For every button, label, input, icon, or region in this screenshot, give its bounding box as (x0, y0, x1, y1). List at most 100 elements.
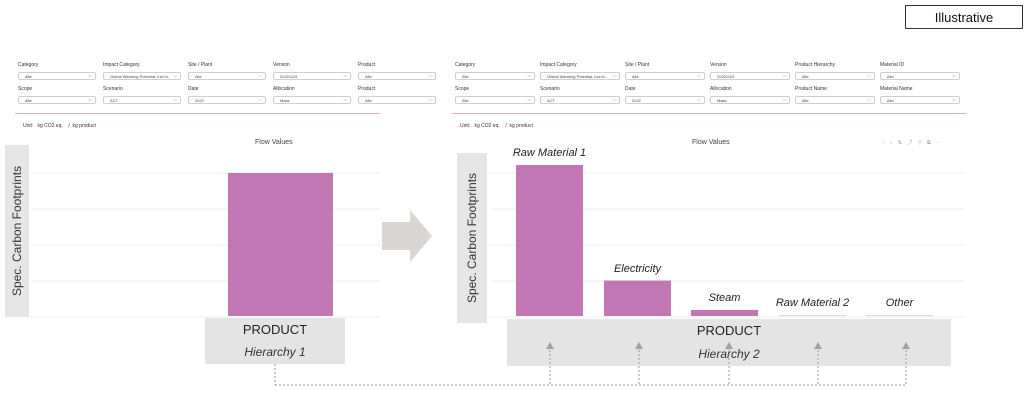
left-filter-dropdown[interactable]: Alle ⌵ (18, 96, 96, 104)
bar-label: Steam (708, 291, 741, 304)
chevron-down-icon: ⌵ (697, 97, 701, 103)
right-filter-value: 20221119 (717, 74, 735, 79)
bar-label: Raw Material 1 (512, 147, 587, 159)
chevron-down-icon: ⌵ (952, 73, 956, 79)
right-filter-dropdown[interactable]: Alle ⌵ (455, 96, 535, 104)
chevron-down-icon: ⌵ (428, 97, 432, 103)
left-filter-label: Product (358, 86, 376, 92)
right-x-axis-box: PRODUCT Hierarchy 2 (507, 319, 951, 366)
left-filter-dropdown[interactable]: Alle ⌵ (358, 96, 436, 104)
bar-raw-material-2[interactable] (779, 315, 846, 316)
right-filter-value: 2022 (632, 98, 641, 103)
right-filter-dropdown[interactable]: Alle ⌵ (880, 72, 960, 80)
right-filter-label: Site / Plant (625, 62, 650, 68)
right-filter-value: Alle (632, 74, 639, 79)
right-filter-label: Version (710, 62, 727, 68)
bar-label: Other (885, 297, 914, 309)
right-filter-dropdown[interactable]: 20221119 ⌵ (710, 72, 790, 80)
left-filter-dropdown[interactable]: Alle ⌵ (358, 72, 436, 80)
right-filter-label: Material ID (880, 62, 905, 68)
right-filter-label: Product Name (795, 86, 827, 92)
right-filter-label: Scope (455, 86, 470, 92)
bar-raw-material-1[interactable] (516, 165, 583, 316)
left-y-axis-label: Spec. Carbon Footprints (5, 145, 29, 317)
right-filter-label: Category (455, 62, 476, 68)
left-filter-value: Alle (365, 74, 372, 79)
right-unit-line: Unit: kg CO2 eq. / kg product (460, 123, 533, 129)
right-filter-dropdown[interactable]: Alle ⌵ (795, 72, 875, 80)
right-unit-prefix: Unit: (460, 123, 471, 129)
transition-arrow-icon (382, 210, 432, 262)
left-filter-value: Alle (365, 98, 372, 103)
left-unit-sep: / (68, 123, 70, 129)
right-filter-value: ACT (547, 98, 555, 103)
chevron-down-icon: ⌵ (867, 73, 871, 79)
left-filter-label: Scenario (103, 86, 123, 92)
chevron-down-icon: ⌵ (697, 73, 701, 79)
bar-label: Raw Material 2 (775, 297, 850, 309)
right-filter-dropdown[interactable]: Alle ⌵ (880, 96, 960, 104)
left-divider (15, 113, 380, 114)
right-filter-value: Alle (802, 98, 809, 103)
right-filter-label: Allocation (710, 86, 732, 92)
chart-toolbar[interactable]: ↑ ↓ ⇅ ⤴ ▽ ⧉ ⋯ (882, 140, 943, 146)
left-filter-dropdown[interactable]: ACT ⌵ (103, 96, 181, 104)
bar-product[interactable] (228, 173, 333, 316)
bar-other[interactable] (866, 315, 933, 316)
right-chart-title: Flow Values (692, 139, 730, 146)
right-filter-dropdown[interactable]: Global Warming Potential, incl bi... ⌵ (540, 72, 620, 80)
left-chart-title: Flow Values (255, 139, 293, 146)
right-bar-chart (490, 165, 965, 318)
left-filter-dropdown[interactable]: 20221119 ⌵ (273, 72, 351, 80)
right-filter-dropdown[interactable]: 2022 ⌵ (625, 96, 705, 104)
bar-label: Electricity (613, 262, 662, 275)
left-filter-label: Impact Category (103, 62, 140, 68)
right-filter-value: Alle (802, 74, 809, 79)
right-y-axis-label: Spec. Carbon Footprints (457, 153, 487, 323)
right-x-title: PRODUCT (696, 323, 762, 338)
right-filter-label: Date (625, 86, 636, 92)
left-filter-value: 2022 (195, 98, 204, 103)
left-filter-dropdown[interactable]: Mass ⌵ (273, 96, 351, 104)
chevron-down-icon: ⌵ (612, 97, 616, 103)
right-filter-dropdown[interactable]: Alle ⌵ (455, 72, 535, 80)
right-filter-value: Global Warming Potential, incl bi... (547, 74, 608, 79)
left-filter-value: ACT (110, 98, 118, 103)
right-filter-label: Scenario (540, 86, 560, 92)
chevron-down-icon: ⌵ (173, 73, 177, 79)
left-x-subtitle: Hierarchy 1 (244, 345, 306, 359)
left-filter-value: Alle (25, 98, 32, 103)
right-x-subtitle: Hierarchy 2 (698, 347, 760, 361)
chevron-down-icon: ⌵ (867, 97, 871, 103)
left-unit-per: kg product (72, 123, 96, 129)
right-filter-value: Alle (887, 98, 894, 103)
chevron-down-icon: ⌵ (612, 73, 616, 79)
right-filter-label: Material Name (880, 86, 913, 92)
left-unit-line: Unit: kg CO2 eq. / kg product (23, 123, 96, 129)
right-filter-dropdown[interactable]: Alle ⌵ (795, 96, 875, 104)
left-filter-label: Product (358, 62, 376, 68)
chevron-down-icon: ⌵ (258, 97, 262, 103)
chevron-down-icon: ⌵ (88, 73, 92, 79)
right-filter-value: Alle (887, 74, 894, 79)
left-filter-dropdown[interactable]: Alle ⌵ (18, 72, 96, 80)
right-filter-dropdown[interactable]: ACT ⌵ (540, 96, 620, 104)
right-unit-value: kg CO2 eq. (474, 123, 500, 129)
left-filter-dropdown[interactable]: Global Warming Potential, incl bi... ⌵ (103, 72, 181, 80)
left-filter-label: Site / Plant (188, 62, 213, 68)
bar-electricity[interactable] (604, 280, 671, 316)
left-filter-label: Version (273, 62, 290, 68)
left-filter-label: Allocation (273, 86, 295, 92)
right-filter-dropdown[interactable]: Alle ⌵ (625, 72, 705, 80)
right-filter-value: Alle (462, 98, 469, 103)
chevron-down-icon: ⌵ (343, 73, 347, 79)
chevron-down-icon: ⌵ (782, 73, 786, 79)
right-filter-dropdown[interactable]: Mass ⌵ (710, 96, 790, 104)
right-filter-label: Product Hierarchy (795, 62, 836, 68)
left-unit-value: kg CO2 eq. (37, 123, 63, 129)
left-filter-value: Alle (25, 74, 32, 79)
bar-steam[interactable] (691, 309, 758, 316)
left-filter-dropdown[interactable]: 2022 ⌵ (188, 96, 266, 104)
left-filter-dropdown[interactable]: Alle ⌵ (188, 72, 266, 80)
chevron-down-icon: ⌵ (952, 97, 956, 103)
